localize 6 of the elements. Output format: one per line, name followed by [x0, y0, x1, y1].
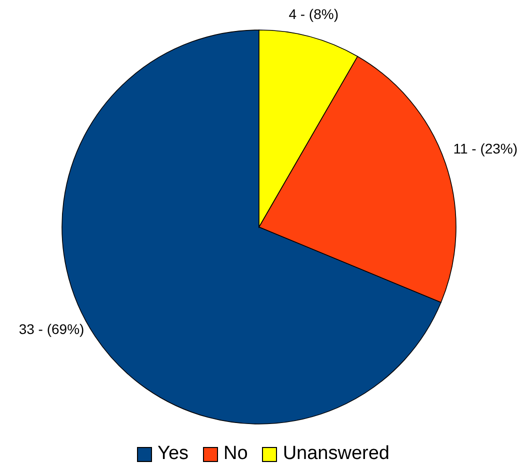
data-label: 33 - (69%) [18, 320, 84, 337]
legend-label: Yes [158, 443, 189, 465]
legend-label: No [224, 443, 248, 465]
data-label: 4 - (8%) [288, 6, 339, 22]
data-label: 11 - (23%) [453, 140, 518, 157]
legend-label: Unanswered [282, 443, 390, 465]
